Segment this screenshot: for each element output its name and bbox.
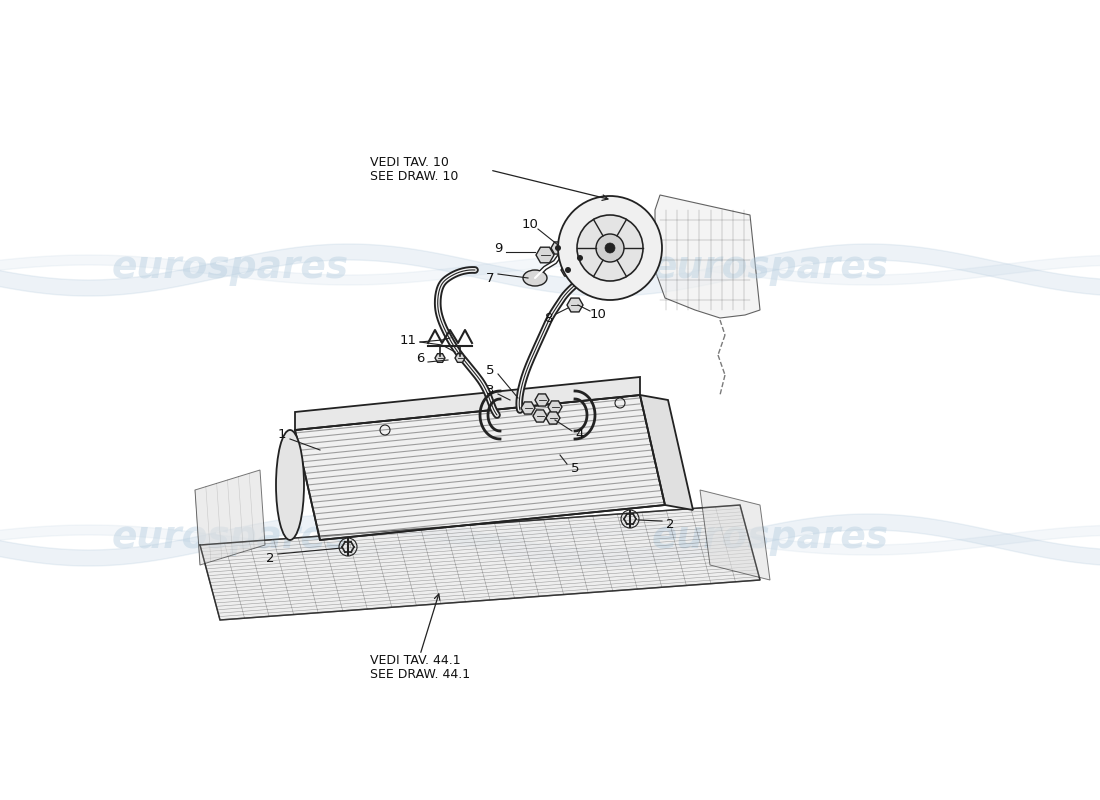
Circle shape bbox=[578, 255, 583, 261]
Text: 1: 1 bbox=[277, 429, 286, 442]
Text: 7: 7 bbox=[486, 271, 494, 285]
Circle shape bbox=[605, 243, 615, 253]
Text: 8: 8 bbox=[543, 311, 552, 325]
Text: eurospares: eurospares bbox=[651, 250, 889, 286]
Polygon shape bbox=[536, 247, 554, 262]
Polygon shape bbox=[534, 410, 547, 422]
Text: 5: 5 bbox=[486, 363, 494, 377]
Circle shape bbox=[558, 196, 662, 300]
Text: 6: 6 bbox=[416, 351, 425, 365]
Polygon shape bbox=[551, 242, 565, 254]
Polygon shape bbox=[434, 354, 446, 362]
Text: 2: 2 bbox=[666, 518, 674, 531]
Polygon shape bbox=[295, 377, 640, 430]
Polygon shape bbox=[546, 412, 560, 424]
Circle shape bbox=[578, 215, 644, 281]
Polygon shape bbox=[195, 470, 265, 565]
Circle shape bbox=[565, 267, 571, 273]
Text: 11: 11 bbox=[399, 334, 417, 346]
Text: VEDI TAV. 44.1: VEDI TAV. 44.1 bbox=[370, 654, 461, 666]
Text: 2: 2 bbox=[266, 551, 274, 565]
Ellipse shape bbox=[522, 270, 547, 286]
Polygon shape bbox=[521, 402, 535, 414]
Polygon shape bbox=[548, 401, 562, 413]
Text: VEDI TAV. 10: VEDI TAV. 10 bbox=[370, 155, 449, 169]
Polygon shape bbox=[573, 252, 587, 264]
Text: eurospares: eurospares bbox=[111, 520, 349, 556]
Polygon shape bbox=[700, 490, 770, 580]
Polygon shape bbox=[200, 505, 760, 620]
Polygon shape bbox=[455, 354, 465, 362]
Polygon shape bbox=[654, 195, 760, 318]
Polygon shape bbox=[295, 395, 666, 540]
Ellipse shape bbox=[276, 430, 304, 540]
Polygon shape bbox=[535, 394, 549, 406]
Polygon shape bbox=[561, 264, 575, 276]
Text: 10: 10 bbox=[590, 309, 606, 322]
Circle shape bbox=[556, 245, 561, 251]
Text: SEE DRAW. 44.1: SEE DRAW. 44.1 bbox=[370, 669, 470, 682]
Text: eurospares: eurospares bbox=[651, 520, 889, 556]
Text: 10: 10 bbox=[521, 218, 538, 231]
Text: 9: 9 bbox=[494, 242, 503, 254]
Circle shape bbox=[596, 234, 624, 262]
Text: 5: 5 bbox=[571, 462, 580, 474]
Text: SEE DRAW. 10: SEE DRAW. 10 bbox=[370, 170, 459, 183]
Polygon shape bbox=[566, 298, 583, 312]
Text: 4: 4 bbox=[575, 429, 584, 442]
Text: eurospares: eurospares bbox=[111, 250, 349, 286]
Polygon shape bbox=[640, 395, 693, 510]
Text: 3: 3 bbox=[486, 383, 494, 397]
